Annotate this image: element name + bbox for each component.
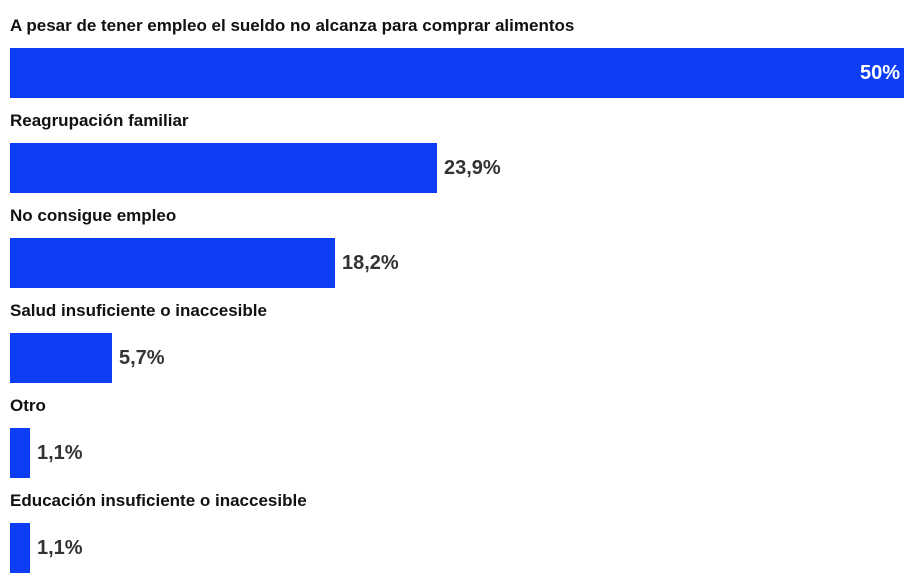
category-label: Educación insuficiente o inaccesible [10,491,307,510]
value-label: 50% [859,62,900,84]
bar-row: Salud insuficiente o inaccesible 5,7% [0,298,904,393]
bar-row: Reagrupación familiar 23,9% [0,108,904,203]
bar [10,523,30,573]
value-label: 1,1% [37,537,83,559]
category-label: Otro [10,396,46,415]
category-label: Salud insuficiente o inaccesible [10,301,267,320]
bar-row: Educación insuficiente o inaccesible 1,1% [0,488,904,583]
bar [10,428,30,478]
value-label: 18,2% [342,252,399,274]
value-label: 23,9% [444,157,501,179]
bar [10,48,904,98]
value-label: 5,7% [119,347,165,369]
category-label: No consigue empleo [10,206,177,225]
bar-chart: A pesar de tener empleo el sueldo no alc… [0,13,904,573]
value-label: 1,1% [37,442,83,464]
bar-row: A pesar de tener empleo el sueldo no alc… [0,13,904,108]
bar [10,143,437,193]
category-label: A pesar de tener empleo el sueldo no alc… [10,16,575,35]
bar [10,238,335,288]
bar [10,333,112,383]
bar-row: No consigue empleo 18,2% [0,203,904,298]
bar-row: Otro 1,1% [0,393,904,488]
category-label: Reagrupación familiar [10,111,189,130]
